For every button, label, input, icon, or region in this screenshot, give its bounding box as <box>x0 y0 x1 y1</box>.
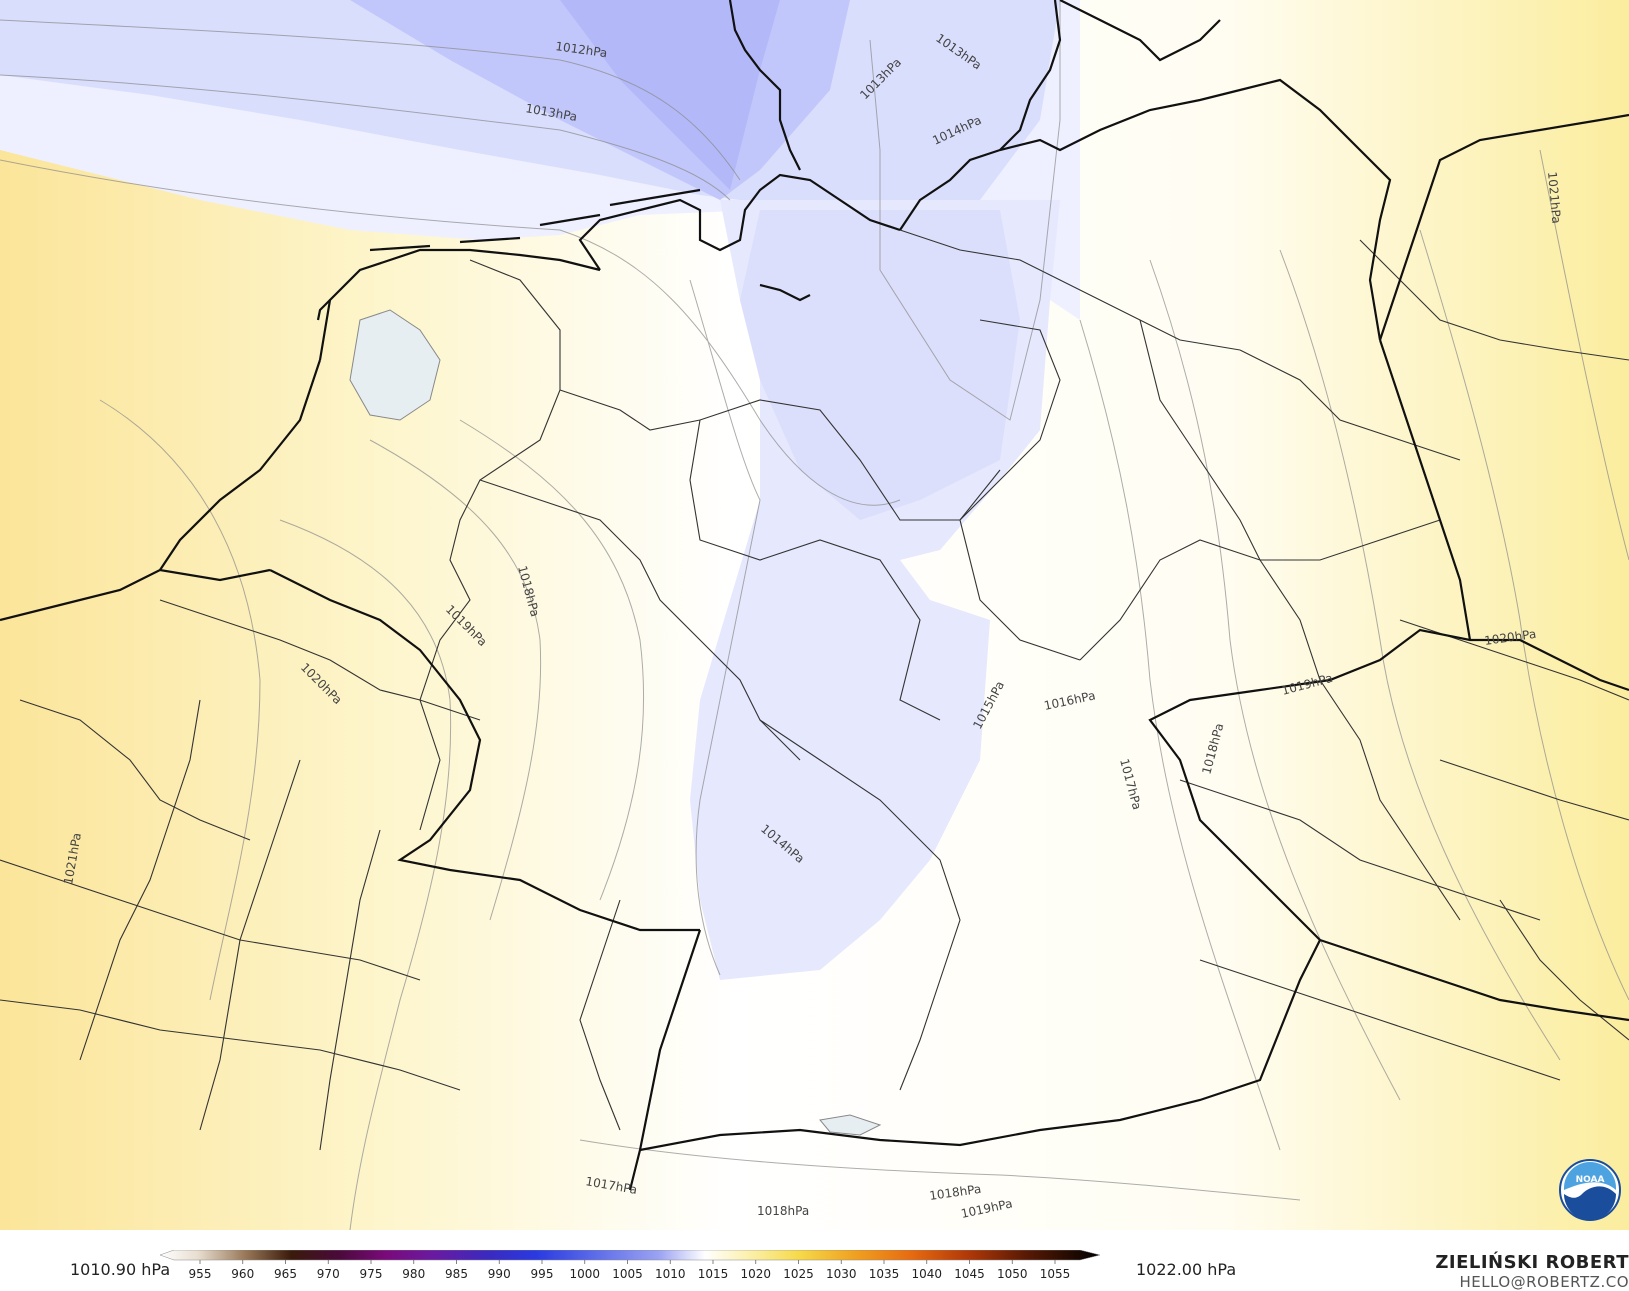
colorbar-tick-label: 1055 <box>1040 1267 1071 1281</box>
colorbar-tick-label: 1015 <box>698 1267 729 1281</box>
colorbar-tick-label: 1050 <box>997 1267 1028 1281</box>
noaa-logo-text: NOAA <box>1576 1175 1605 1185</box>
colorbar-tick-label: 980 <box>402 1267 425 1281</box>
author-email: HELLO@ROBERTZ.CO <box>1459 1273 1629 1291</box>
colorbar-tick-label: 1040 <box>911 1267 942 1281</box>
isobars <box>0 0 1629 1230</box>
colorbar-tick-label: 990 <box>488 1267 511 1281</box>
lake-ijsselmeer <box>349 309 441 421</box>
colorbar-tick-label: 1000 <box>569 1267 600 1281</box>
colorbar-tick-label: 970 <box>317 1267 340 1281</box>
lake-bodensee <box>819 1114 882 1136</box>
author-block: ZIELIŃSKI ROBERT HELLO@ROBERTZ.CO <box>1435 1252 1629 1291</box>
legend-footer: 1010.90 hPa <box>0 1230 1629 1291</box>
colorbar: 955 960 965 970 975 980 985 990 995 1000 1005 1010 1… <box>160 1250 1101 1281</box>
min-value-label: 1010.90 hPa <box>70 1260 171 1279</box>
colorbar-tick-label: 1025 <box>783 1267 814 1281</box>
colorbar-tick-label: 1005 <box>612 1267 643 1281</box>
coast-islands <box>316 188 811 321</box>
colorbar-tick-label: 1030 <box>826 1267 857 1281</box>
colorbar-ticks: 955 960 965 970 975 980 985 990 995 1000 1005 1010 1… <box>189 1260 1071 1281</box>
colorbar-tick-label: 985 <box>445 1267 468 1281</box>
colorbar-tick-label: 995 <box>531 1267 554 1281</box>
isobar-label: 1021hPa <box>1545 171 1563 224</box>
low-pressure-zone-center <box>560 0 780 190</box>
pressure-map: 1012hPa 1013hPa 1013hPa 1013hPa 1014hPa … <box>0 0 1629 1230</box>
colorbar-tick-label: 1020 <box>740 1267 771 1281</box>
colorbar-tick-label: 1010 <box>655 1267 686 1281</box>
isobar-label: 1018hPa <box>757 1204 809 1218</box>
colorbar-tick-label: 975 <box>360 1267 383 1281</box>
borders-regional <box>0 229 1629 1151</box>
colorbar-tick-label: 1045 <box>954 1267 985 1281</box>
low-pressure-trough-inner <box>740 210 1020 520</box>
colorbar-gradient <box>160 1250 1101 1261</box>
colorbar-tick-label: 1035 <box>869 1267 900 1281</box>
colorbar-tick-label: 955 <box>189 1267 212 1281</box>
max-value-label: 1022.00 hPa <box>1136 1260 1237 1279</box>
noaa-logo: NOAA <box>1559 1159 1621 1221</box>
borders-national <box>0 0 1629 1191</box>
colorbar-tick-label: 960 <box>231 1267 254 1281</box>
colorbar-tick-label: 965 <box>274 1267 297 1281</box>
author-name: ZIELIŃSKI ROBERT <box>1435 1252 1629 1273</box>
